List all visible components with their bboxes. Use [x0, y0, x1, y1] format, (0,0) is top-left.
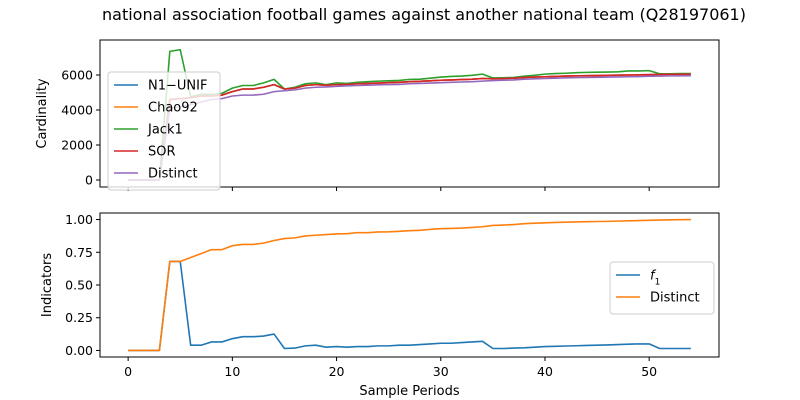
- series-line-1: [128, 218, 691, 352]
- series-line-3: [128, 73, 691, 181]
- legend: N1−UNIF Chao92 Jack1 SOR Distinct: [107, 71, 221, 191]
- figure-title: national association football games agai…: [102, 5, 746, 24]
- x-tick-label: 40: [537, 364, 553, 379]
- x-tick-label: 20: [329, 364, 345, 379]
- legend-label: N1−UNIF: [148, 79, 207, 94]
- legend-label: f1: [650, 269, 660, 288]
- legend-label: Distinct: [148, 167, 198, 182]
- legend-box: [609, 261, 715, 315]
- cardinality-panel: 0 2000 4000 6000 Cardinality N1−UNIF Chao92 Jac…: [35, 39, 720, 191]
- y-tick-label: 4000: [61, 103, 93, 118]
- x-tick-label: 50: [641, 364, 657, 379]
- legend: f1 Distinct: [609, 261, 715, 315]
- x-tick-label: 30: [433, 364, 449, 379]
- y-tick-label: 0.75: [65, 245, 93, 260]
- legend-box: [107, 71, 221, 191]
- y-tick-label: 0: [85, 173, 93, 188]
- y-tick-label: 0.50: [65, 278, 93, 293]
- x-tick-label: 0: [124, 364, 132, 379]
- x-axis-label: Sample Periods: [359, 384, 459, 399]
- series-line-4: [128, 74, 691, 181]
- legend-label: Distinct: [650, 291, 700, 306]
- y-tick-label: 0.00: [65, 343, 93, 358]
- indicators-panel: 0 10 20 30 40 50 0.00 0.25 0.50 0.75 1.00 Indicator…: [40, 212, 720, 379]
- legend-label: SOR: [148, 145, 176, 160]
- y-axis-label: Indicators: [40, 253, 55, 317]
- legend-label: Chao92: [148, 101, 198, 116]
- y-tick-label: 0.25: [65, 310, 93, 325]
- legend-label: Jack1: [147, 123, 183, 138]
- y-tick-label: 1.00: [65, 212, 93, 227]
- y-tick-label: 2000: [61, 138, 93, 153]
- series-group: [128, 218, 691, 352]
- series-line-2: [128, 48, 691, 181]
- series-line-0: [128, 260, 691, 352]
- axes-frame: [99, 39, 720, 188]
- y-axis-label: Cardinality: [35, 78, 50, 149]
- y-tick-label: 6000: [61, 68, 93, 83]
- x-tick-label: 10: [224, 364, 240, 379]
- series-group: [128, 48, 691, 181]
